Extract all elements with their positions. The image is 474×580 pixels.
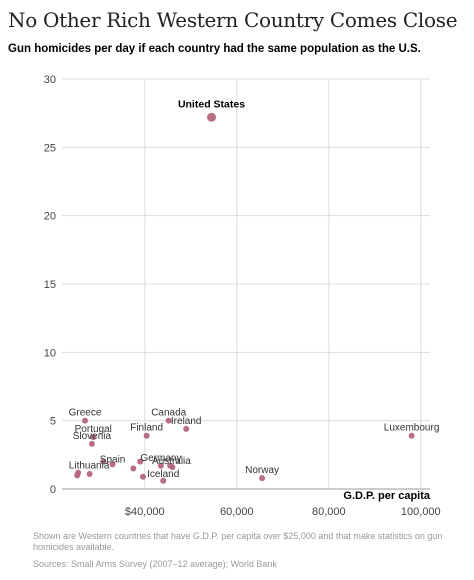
- point-label: Spain: [100, 454, 126, 465]
- chart-note: Shown are Western countries that have G.…: [33, 531, 443, 552]
- y-tick-label: 25: [44, 142, 56, 154]
- chart-title: No Other Rich Western Country Comes Clos…: [8, 8, 458, 32]
- data-point: [88, 440, 95, 447]
- data-point: [207, 112, 216, 122]
- data-point: [183, 425, 190, 432]
- point-label: United States: [178, 98, 245, 110]
- data-point: [90, 434, 97, 441]
- y-tick-label: 30: [44, 74, 56, 86]
- data-point: [109, 461, 116, 468]
- point-label: Greece: [69, 408, 102, 419]
- x-tick-label: 80,000: [312, 506, 346, 518]
- point-label: Luxembourg: [384, 423, 440, 434]
- x-axis-title: G.D.P. per capita: [343, 490, 430, 502]
- data-point: [167, 462, 174, 469]
- point-label: Canada: [151, 408, 186, 419]
- y-tick-label: 0: [50, 484, 56, 496]
- x-tick-label: 60,000: [220, 506, 254, 518]
- point-label: Finland: [130, 423, 163, 434]
- point-label: Lithuania: [69, 461, 110, 472]
- point-label: Australia: [152, 456, 191, 467]
- data-point: [130, 465, 137, 472]
- chart-source: Sources: Small Arms Survey (2007–12 aver…: [33, 559, 277, 569]
- point-label: Portugal: [75, 424, 112, 435]
- point-label: Germany: [140, 453, 181, 464]
- y-tick-label: 10: [44, 347, 56, 359]
- x-tick-label: 100,000: [401, 506, 441, 518]
- y-tick-label: 15: [44, 279, 56, 291]
- point-label: Slovenia: [73, 431, 112, 442]
- data-point: [157, 462, 164, 469]
- data-point: [259, 475, 266, 482]
- data-point: [86, 470, 93, 477]
- chart-svg: 0 5 10 15 20 25 30 $40,000 60,000 80,000 100,000 G.…: [44, 74, 441, 518]
- data-point: [165, 417, 172, 424]
- data-point: [160, 477, 167, 484]
- x-tick-label: $40,000: [125, 506, 165, 518]
- data-point: [100, 458, 107, 465]
- data-point: [408, 432, 415, 439]
- point-label: Norway: [245, 465, 279, 476]
- y-tick-label: 20: [44, 211, 56, 223]
- data-point: [82, 417, 88, 424]
- data-point: [139, 473, 146, 480]
- point-label: Ireland: [171, 416, 202, 427]
- data-point: [137, 458, 144, 465]
- data-point: [143, 432, 150, 439]
- point-label: Iceland: [147, 469, 179, 480]
- scatter-chart: 0 5 10 15 20 25 30 $40,000 60,000 80,000 100,000 G.…: [0, 60, 474, 530]
- y-tick-label: 5: [50, 416, 56, 428]
- data-point: [74, 472, 81, 479]
- chart-subtitle: Gun homicides per day if each country ha…: [8, 43, 421, 55]
